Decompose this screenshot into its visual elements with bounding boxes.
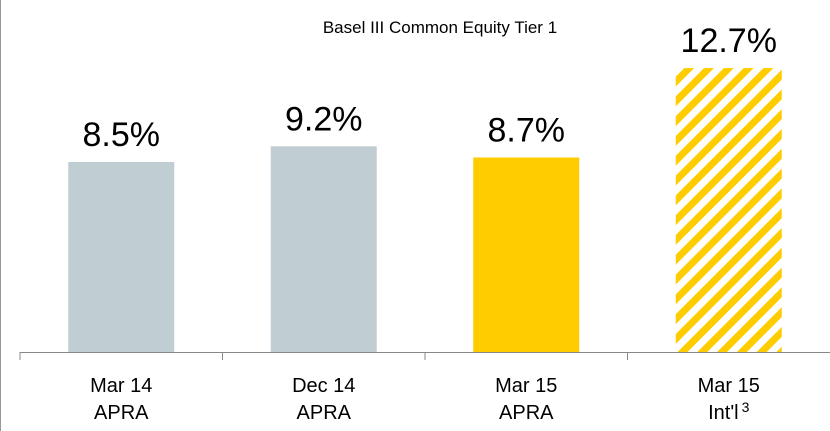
bar [675,68,782,353]
x-tick-label: APRA [94,402,149,424]
bar [68,161,175,352]
chart-title: Basel III Common Equity Tier 1 [323,18,557,37]
x-tick-label: Mar 15 [698,375,760,397]
x-tick-label: Mar 14 [90,375,152,397]
value-label: 9.2% [285,100,363,138]
x-tick-label: APRA [297,402,352,424]
x-tick-label: Dec 14 [292,375,355,397]
x-tick-label: Int'l 3 [708,399,750,424]
value-label: 8.5% [83,116,161,154]
x-tick-label: Mar 15 [495,375,557,397]
x-tick-label: APRA [499,402,554,424]
bar [270,146,377,352]
value-label: 12.7% [681,22,777,60]
bar [473,157,580,352]
footnote-mark: 3 [742,399,750,415]
value-label: 8.7% [488,111,566,149]
